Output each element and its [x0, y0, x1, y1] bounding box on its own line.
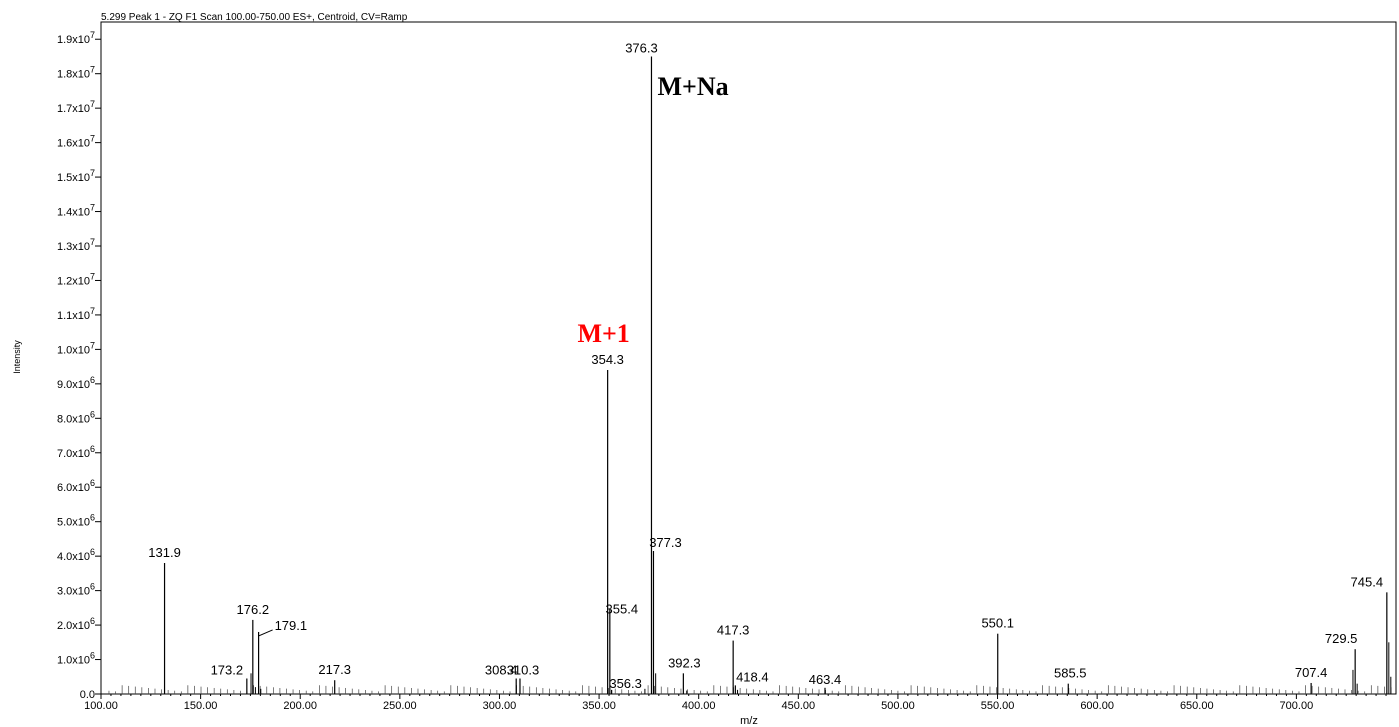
y-tick-label: 9.0x106	[57, 375, 95, 391]
peak-label: 377.3	[649, 535, 682, 550]
peak-label: 310.3	[507, 662, 540, 677]
chart-header: 5.299 Peak 1 - ZQ F1 Scan 100.00-750.00 …	[101, 12, 408, 23]
y-tick-label: 1.1x107	[57, 306, 95, 322]
y-tick-label: 1.9x107	[57, 30, 95, 46]
peak-label: 356.3	[609, 676, 642, 691]
peak-label: 176.2	[237, 602, 270, 617]
x-tick-label: 700.00	[1280, 700, 1314, 712]
peak-annotation: M+Na	[657, 72, 728, 101]
y-tick-label: 2.0x106	[57, 616, 95, 632]
y-axis-label: Intensity	[12, 340, 22, 374]
y-tick-label: 1.3x107	[57, 237, 95, 253]
x-tick-label: 500.00	[881, 700, 915, 712]
y-tick-label: 1.2x107	[57, 271, 95, 287]
peak-label: 463.4	[809, 672, 842, 687]
y-tick-label: 1.0x106	[57, 651, 95, 667]
x-tick-label: 200.00	[283, 700, 317, 712]
y-tick-label: 0.0	[80, 689, 95, 701]
y-tick-label: 3.0x106	[57, 582, 95, 598]
peak-label: 173.2	[211, 662, 244, 677]
peak-label: 355.4	[606, 602, 639, 617]
x-tick-label: 300.00	[483, 700, 517, 712]
x-tick-label: 550.00	[981, 700, 1015, 712]
peak-label: 131.9	[148, 545, 181, 560]
peak-label: 585.5	[1054, 666, 1087, 681]
peak-leader	[258, 629, 273, 637]
peak-label: 729.5	[1325, 631, 1358, 646]
y-tick-label: 4.0x106	[57, 547, 95, 563]
peak-label: 179.1	[275, 618, 308, 633]
peak-label: 418.4	[736, 669, 769, 684]
y-tick-label: 1.8x107	[57, 65, 95, 81]
y-tick-label: 6.0x106	[57, 478, 95, 494]
x-tick-label: 400.00	[682, 700, 716, 712]
peak-label: 550.1	[981, 616, 1014, 631]
peak-label: 217.3	[318, 662, 351, 677]
peak-label: 354.3	[591, 352, 624, 367]
plot-frame	[100, 21, 1397, 695]
y-tick-label: 1.7x107	[57, 99, 95, 115]
y-tick-label: 1.4x107	[57, 203, 95, 219]
x-tick-label: 600.00	[1080, 700, 1114, 712]
y-tick-label: 1.6x107	[57, 134, 95, 150]
peak-label: 745.4	[1351, 574, 1384, 589]
x-tick-label: 250.00	[383, 700, 417, 712]
y-tick-label: 1.0x107	[57, 340, 95, 356]
x-tick-label: 150.00	[184, 700, 218, 712]
y-tick-label: 1.5x107	[57, 168, 95, 184]
peak-label: 392.3	[668, 655, 701, 670]
y-tick-label: 8.0x106	[57, 409, 95, 425]
peak-label: 707.4	[1295, 665, 1328, 680]
y-tick-label: 7.0x106	[57, 444, 95, 460]
peak-label: 417.3	[717, 623, 750, 638]
x-tick-label: 350.00	[582, 700, 616, 712]
peak-annotation: M+1	[577, 319, 629, 348]
peak-label: 308.4	[485, 662, 518, 677]
peak-label: 376.3	[625, 40, 658, 55]
plot-area: 100.00 150.00 200.00 250.00 300.00 350.00 400.…	[57, 21, 1397, 712]
x-tick-label: 650.00	[1180, 700, 1214, 712]
y-tick-label: 5.0x106	[57, 513, 95, 529]
x-tick-label: 450.00	[781, 700, 815, 712]
x-tick-label: 100.00	[84, 700, 118, 712]
x-axis-label: m/z	[740, 715, 758, 727]
